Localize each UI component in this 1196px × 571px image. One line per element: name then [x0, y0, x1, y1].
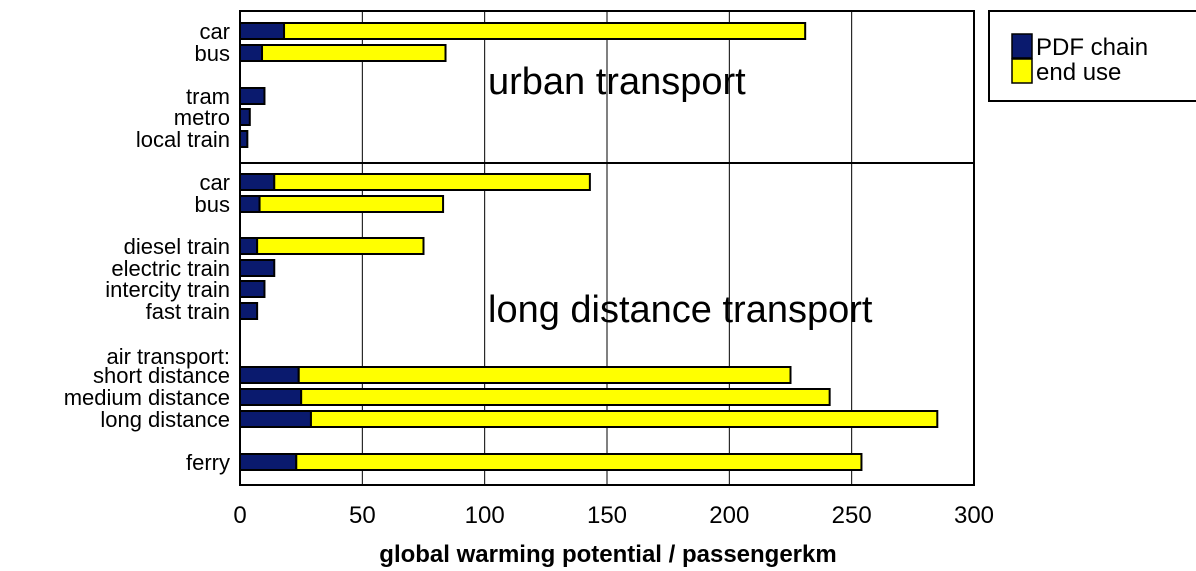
bar-end-use-1 — [262, 45, 446, 61]
x-tick-label-250: 250 — [832, 502, 872, 529]
x-tick-label-0: 0 — [233, 502, 246, 529]
bar-end-use-7 — [257, 238, 423, 254]
legend-label-pdf-chain: PDF chain — [1036, 34, 1148, 61]
bar-pdf-chain-5 — [240, 174, 274, 190]
legend-label-end-use: end use — [1036, 59, 1121, 86]
legend: PDF chain end use — [989, 11, 1196, 101]
bar-pdf-chain-13 — [240, 411, 311, 427]
bar-pdf-chain-3 — [240, 109, 250, 125]
x-tick-label-200: 200 — [709, 502, 749, 529]
section-label-urban: urban transport — [488, 61, 746, 103]
bar-end-use-11 — [299, 367, 791, 383]
section-label-long-distance: long distance transport — [488, 289, 873, 331]
bar-pdf-chain-4 — [240, 131, 247, 147]
bar-pdf-chain-0 — [240, 23, 284, 39]
x-tick-label-150: 150 — [587, 502, 627, 529]
legend-swatch-pdf-chain — [1012, 34, 1032, 58]
category-label-6: bus — [195, 192, 230, 217]
bar-pdf-chain-1 — [240, 45, 262, 61]
bar-pdf-chain-6 — [240, 196, 260, 212]
category-label-14: ferry — [186, 450, 230, 475]
x-axis-title: global warming potential / passengerkm — [379, 541, 836, 568]
bar-end-use-12 — [301, 389, 829, 405]
bar-end-use-14 — [296, 454, 861, 470]
bar-pdf-chain-7 — [240, 238, 257, 254]
x-tick-label-100: 100 — [465, 502, 505, 529]
bar-pdf-chain-9 — [240, 281, 264, 297]
bar-end-use-5 — [274, 174, 590, 190]
category-label-1: bus — [195, 41, 230, 66]
bar-end-use-6 — [260, 196, 444, 212]
bar-pdf-chain-14 — [240, 454, 296, 470]
air-transport-label: air transport: — [107, 344, 231, 369]
legend-swatch-end-use — [1012, 59, 1032, 83]
bar-pdf-chain-11 — [240, 367, 299, 383]
x-tick-label-50: 50 — [349, 502, 376, 529]
bar-end-use-0 — [284, 23, 805, 39]
bar-pdf-chain-8 — [240, 260, 274, 276]
bar-pdf-chain-2 — [240, 88, 264, 104]
bar-pdf-chain-10 — [240, 303, 257, 319]
x-axis-ticks: 0 50 100 150 200 250 300 — [233, 502, 994, 529]
category-label-10: fast train — [146, 299, 230, 324]
category-label-13: long distance — [100, 407, 230, 432]
bar-pdf-chain-12 — [240, 389, 301, 405]
category-label-4: local train — [136, 127, 230, 152]
bar-end-use-13 — [311, 411, 937, 427]
x-tick-label-300: 300 — [954, 502, 994, 529]
